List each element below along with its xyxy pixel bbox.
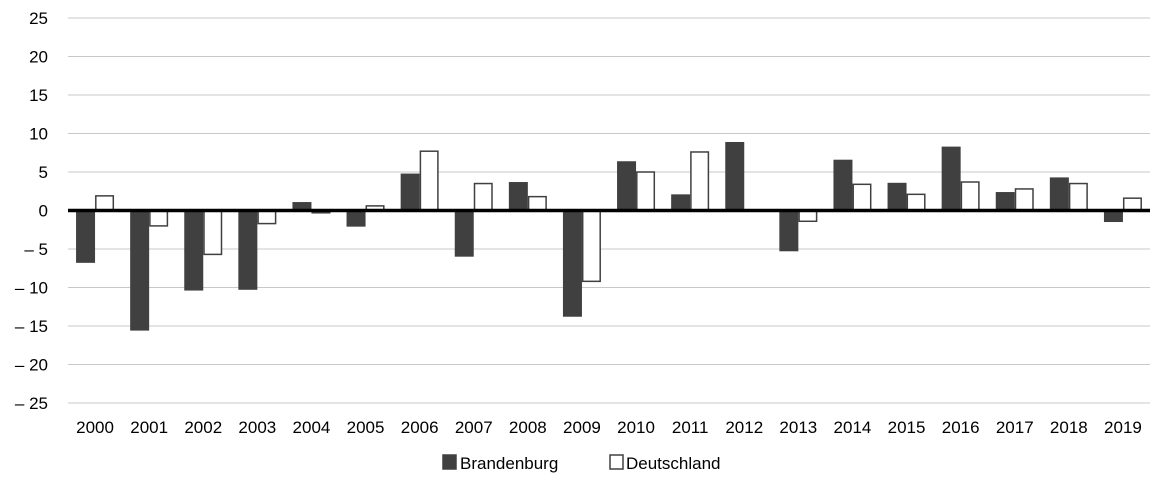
legend-swatch-brandenburg <box>442 454 457 470</box>
bar-deutschland-2016 <box>960 181 980 212</box>
bar-deutschland-2008 <box>527 195 547 212</box>
bar-brandenburg-2005 <box>346 209 366 227</box>
x-tick-label: 2009 <box>563 418 601 437</box>
bar-brandenburg-2017 <box>995 192 1015 212</box>
y-tick-label: – 5 <box>24 240 48 259</box>
legend-label-brandenburg: Brandenburg <box>460 454 558 473</box>
legend: Brandenburg Deutschland <box>442 454 721 473</box>
bar-brandenburg-2018 <box>1049 177 1069 212</box>
x-tick-label: 2018 <box>1050 418 1088 437</box>
bar-brandenburg-2003 <box>238 209 258 290</box>
x-tick-label: 2015 <box>888 418 926 437</box>
bar-brandenburg-2011 <box>671 194 691 212</box>
legend-label-deutschland: Deutschland <box>626 454 721 473</box>
bar-brandenburg-2006 <box>400 173 420 212</box>
bar-brandenburg-2014 <box>833 159 853 212</box>
x-tick-label: 2010 <box>617 418 655 437</box>
x-tick-label: 2007 <box>455 418 493 437</box>
bar-brandenburg-2013 <box>779 209 799 252</box>
legend-swatch-deutschland <box>609 454 624 470</box>
x-tick-label: 2001 <box>130 418 168 437</box>
bar-deutschland-2018 <box>1068 182 1088 212</box>
x-tick-label: 2016 <box>942 418 980 437</box>
x-tick-label: 2003 <box>238 418 276 437</box>
bar-brandenburg-2016 <box>941 146 961 212</box>
bar-brandenburg-2008 <box>508 182 528 212</box>
bar-deutschland-2010 <box>636 171 656 212</box>
bar-deutschland-2011 <box>690 151 710 212</box>
bar-brandenburg-2012 <box>725 141 745 212</box>
bars <box>76 141 1142 331</box>
y-tick-label: 25 <box>29 9 48 28</box>
bar-brandenburg-2010 <box>617 161 637 212</box>
y-tick-label: – 25 <box>15 394 48 413</box>
x-tick-label: 2013 <box>779 418 817 437</box>
x-tick-label: 2004 <box>293 418 331 437</box>
bar-deutschland-2003 <box>257 209 277 225</box>
bar-deutschland-2015 <box>906 193 926 212</box>
x-tick-label: 2017 <box>996 418 1034 437</box>
bar-deutschland-2002 <box>203 209 223 256</box>
x-tick-label: 2019 <box>1104 418 1142 437</box>
x-tick-label: 2002 <box>184 418 222 437</box>
y-tick-label: 10 <box>29 125 48 144</box>
x-tick-label: 2008 <box>509 418 547 437</box>
bar-brandenburg-2009 <box>562 209 582 317</box>
y-tick-label: 0 <box>39 202 48 221</box>
bar-brandenburg-2001 <box>130 209 150 331</box>
y-tick-label: 5 <box>39 163 48 182</box>
bar-deutschland-2017 <box>1014 188 1034 212</box>
y-tick-label: 15 <box>29 86 48 105</box>
x-tick-label: 2005 <box>347 418 385 437</box>
bar-deutschland-2001 <box>149 209 169 227</box>
bar-deutschland-2007 <box>473 182 493 212</box>
bar-deutschland-2014 <box>852 183 872 212</box>
bar-brandenburg-2000 <box>76 209 96 263</box>
bar-deutschland-2019 <box>1122 197 1142 212</box>
bar-deutschland-2000 <box>95 195 115 212</box>
y-tick-label: – 15 <box>15 317 48 336</box>
y-tick-label: – 10 <box>15 279 48 298</box>
bar-brandenburg-2015 <box>887 182 907 212</box>
x-tick-label: 2011 <box>672 418 709 437</box>
x-tick-label: 2012 <box>725 418 763 437</box>
bar-brandenburg-2007 <box>454 209 474 257</box>
bar-brandenburg-2002 <box>184 209 204 291</box>
bar-deutschland-2009 <box>581 209 601 283</box>
x-tick-label: 2014 <box>834 418 872 437</box>
y-axis-tick-labels: 25 20 15 10 5 0 – 5 – 10 – 15 – 20 – 25 <box>15 9 48 413</box>
x-axis-tick-labels: 2000 2001 2002 2003 2004 2005 2006 2007 2008 2009… <box>76 418 1142 437</box>
y-tick-label: – 20 <box>15 356 48 375</box>
x-tick-label: 2000 <box>76 418 114 437</box>
x-tick-label: 2006 <box>401 418 439 437</box>
y-tick-label: 20 <box>29 48 48 67</box>
bar-deutschland-2006 <box>419 150 439 212</box>
